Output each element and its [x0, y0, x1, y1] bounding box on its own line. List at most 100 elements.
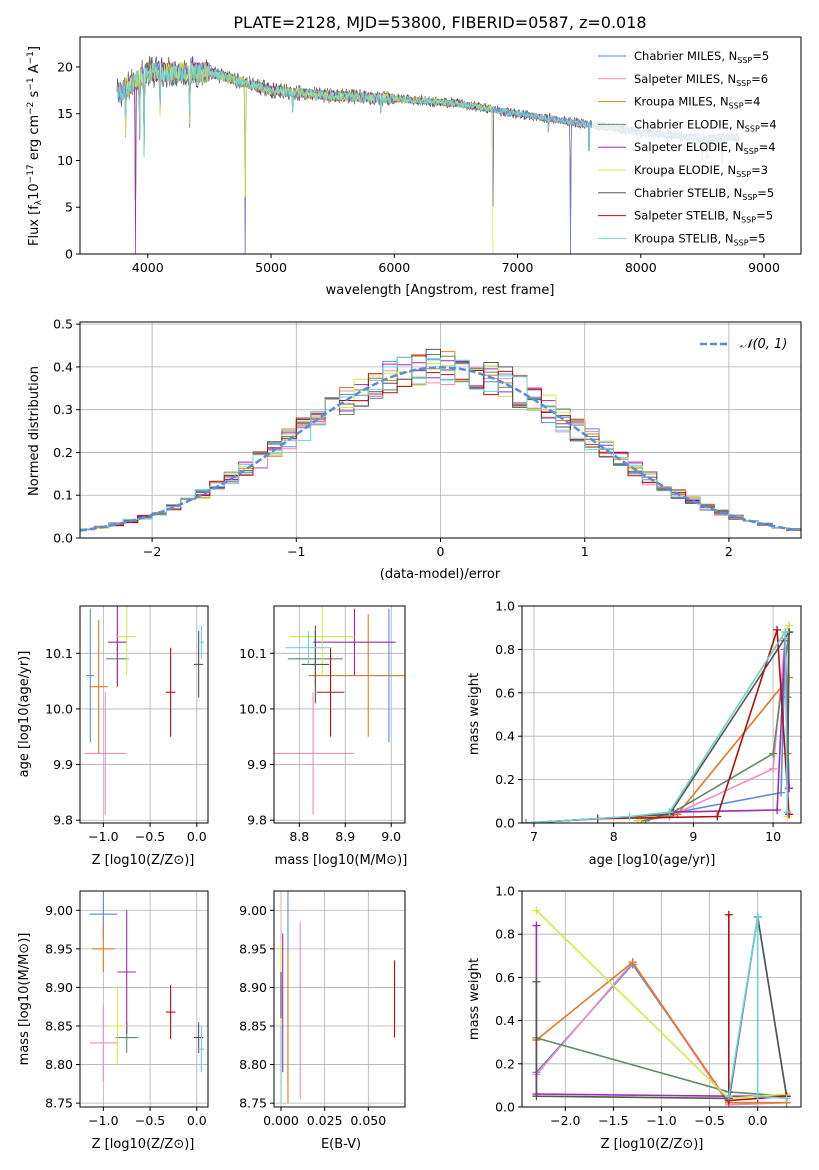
x-tick-label: 9.0 — [381, 829, 401, 844]
errorbar-kroupa-elodie — [117, 606, 137, 676]
weight-vs-z-axes: −2.0 −1.5 −1.0 −0.5 0.0 0.0 0.2 0.4 0.6 0.8 1.0 — [495, 884, 802, 1128]
legend-background — [592, 44, 797, 250]
mass-vs-z-axes: −1.0 −0.5 0.0 8.75 8.80 8.85 8.90 8.95 9.00 — [45, 890, 209, 1128]
age-vs-mass-plot-area — [274, 606, 405, 823]
mass-vs-ebv-panel: 0.000 0.025 0.0508.758.808.858.908.959.00 … — [239, 890, 406, 1152]
plot-series — [89, 891, 205, 1082]
errorbar-salpeter-miles — [84, 692, 126, 815]
y-tick-label: 0.0 — [495, 816, 515, 831]
errorbar-kroupa-miles — [308, 614, 405, 737]
weight-marker — [783, 808, 792, 817]
legend-label: Salpeter ELODIE, NSSP=4 — [634, 140, 776, 156]
age-vs-z-plot-area — [80, 606, 208, 823]
x-tick-label: −0.5 — [135, 829, 165, 844]
errorbar-salpeter-stelib — [316, 647, 345, 737]
x-tick-label: 5000 — [255, 260, 287, 275]
y-tick-label: 10.1 — [239, 646, 267, 661]
y-tick-label: 0.8 — [495, 927, 515, 942]
y-tick-label: 0.8 — [495, 642, 515, 657]
legend-label: Chabrier STELIB, NSSP=5 — [634, 186, 774, 202]
weight-marker — [713, 812, 722, 821]
y-tick-label: 8.85 — [239, 1019, 267, 1034]
weight-series-salpeter-stelib — [522, 625, 794, 823]
plot-series — [80, 348, 801, 532]
weight-series-chabrier-stelib — [522, 628, 794, 823]
weight-vs-z-panel: −2.0 −1.5 −1.0 −0.5 0.0 0.0 0.2 0.4 0.6 0.8 1.0 Z … — [467, 884, 802, 1152]
x-tick-label: 10 — [765, 829, 781, 844]
axes-frame — [79, 605, 209, 824]
residuals-panel: −2 −1 0 1 2 0.0 0.1 0.2 0.3 0.4 0.5 (data-model)/e… — [27, 317, 802, 582]
legend-label: Salpeter STELIB, NSSP=5 — [634, 209, 773, 225]
histogram-kroupa-stelib — [80, 356, 801, 530]
legend-label: Salpeter MILES, NSSP=6 — [634, 72, 768, 88]
x-tick-label: 1 — [581, 544, 589, 559]
y-tick-label: 9.9 — [247, 757, 267, 772]
y-tick-label: 0.2 — [53, 445, 73, 460]
weight-series-kroupa-stelib — [724, 912, 791, 1103]
errorbar-salpeter-elodie — [108, 606, 127, 687]
x-tick-label: 0.050 — [350, 1113, 386, 1128]
weight-marker — [785, 784, 794, 793]
weight-marker — [532, 921, 541, 930]
mass-vs-z-ylabel: mass [log10(M/M⊙)] — [17, 933, 32, 1066]
legend-label: Kroupa ELODIE, NSSP=3 — [634, 163, 768, 179]
plot-series — [84, 606, 205, 815]
y-tick-label: 8.75 — [239, 1096, 267, 1111]
weight-series-chabrier-miles — [633, 645, 794, 823]
x-tick-label: −1 — [287, 544, 305, 559]
x-tick-label: 0.0 — [748, 1113, 768, 1128]
x-tick-label: −0.5 — [135, 1113, 165, 1128]
mass-vs-ebv-plot-area — [274, 891, 405, 1107]
y-tick-label: 8.95 — [45, 941, 73, 956]
plot-series — [116, 55, 740, 254]
residuals-legend: 𝒩(0, 1) — [700, 337, 787, 352]
weight-vs-z-plot-area — [522, 890, 801, 1108]
age-vs-z-ylabel: age [log10(age/yr)] — [17, 651, 32, 778]
y-tick-label: 8.80 — [45, 1057, 73, 1072]
x-tick-label: 8000 — [625, 260, 657, 275]
weight-marker — [769, 749, 778, 758]
x-tick-label: 0 — [437, 544, 445, 559]
weight-vs-z-xlabel: Z [log10(Z/Z⊙)] — [601, 1137, 704, 1152]
weight-line — [728, 916, 787, 1100]
errorbar-kroupa-stelib — [285, 631, 332, 665]
spectrum-ylabel: Flux [fλ10−17 erg cm−2 s−1 A−1] — [26, 46, 44, 246]
y-tick-label: 8.85 — [45, 1019, 73, 1034]
errorbar-salpeter-elodie — [117, 910, 137, 1034]
x-tick-label: 6000 — [378, 260, 410, 275]
weight-marker — [665, 808, 674, 817]
gaussian-legend-label: 𝒩(0, 1) — [740, 337, 787, 352]
y-tick-label: 8.90 — [45, 980, 73, 995]
legend-label: Chabrier MILES, NSSP=5 — [634, 49, 769, 65]
x-tick-label: 8.9 — [335, 829, 355, 844]
legend-label: Kroupa MILES, NSSP=4 — [634, 95, 760, 111]
spectrum-legend: Chabrier MILES, NSSP=5 Salpeter MILES, NS… — [592, 44, 797, 250]
weight-vs-age-panel: 7 8 9 10 0.0 0.2 0.4 0.6 0.8 1.0 age [log10(age/y… — [467, 599, 802, 868]
weight-series-salpeter-miles — [637, 634, 794, 823]
y-tick-label: 8.90 — [239, 980, 267, 995]
y-tick-label: 0.2 — [495, 772, 515, 787]
y-tick-label: 1.0 — [495, 599, 515, 614]
y-tick-label: 20 — [57, 59, 73, 74]
x-tick-label: 0.025 — [307, 1113, 343, 1128]
errorbar-chabrier-miles — [86, 608, 95, 743]
weight-vs-age-plot-area — [522, 605, 801, 824]
y-tick-label: 0.5 — [53, 317, 73, 332]
weight-line — [525, 629, 790, 823]
weight-marker — [532, 906, 541, 915]
x-tick-label: 8 — [610, 829, 618, 844]
residuals-xlabel: (data-model)/error — [380, 567, 501, 582]
x-tick-label: 9 — [689, 829, 697, 844]
mass-vs-ebv-axes: 0.000 0.025 0.050 8.75 8.80 8.85 8.90 8.95 9.00 — [239, 890, 406, 1128]
weight-series-kroupa-miles — [637, 673, 794, 823]
errorbar-kroupa-miles — [92, 925, 115, 972]
weight-vs-age-xlabel: age [log10(age/yr)] — [589, 853, 716, 868]
age-vs-z-panel: −1.0 −0.5 0.0 9.8 9.9 10.0 10.1 Z [log10(Z/Z⊙)… — [17, 605, 209, 868]
mass-vs-z-plot-area — [80, 891, 208, 1107]
weight-marker — [724, 910, 733, 919]
weight-series-kroupa-stelib — [522, 628, 792, 823]
weight-marker — [532, 977, 541, 986]
y-tick-label: 0.6 — [495, 970, 515, 985]
y-tick-label: 0.2 — [495, 1056, 515, 1071]
